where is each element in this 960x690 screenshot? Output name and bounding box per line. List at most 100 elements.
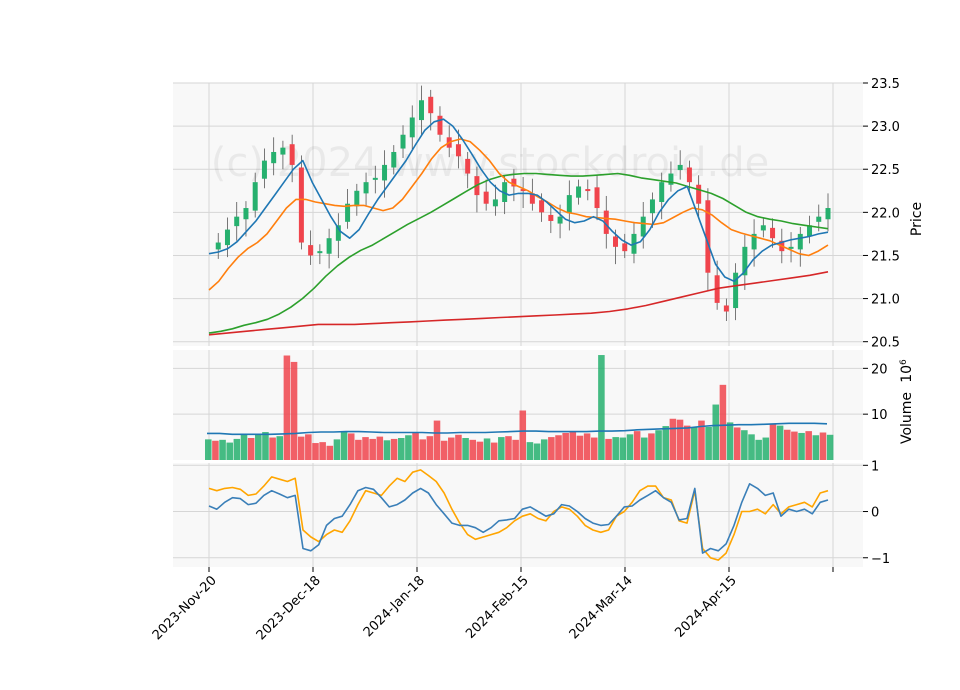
volume-bar	[655, 430, 662, 460]
candle-body	[298, 167, 304, 243]
volume-bar	[219, 439, 226, 460]
volume-bar	[569, 431, 577, 460]
volume-bar	[390, 438, 398, 460]
volume-bar	[319, 442, 326, 460]
volume-bar	[619, 437, 627, 460]
volume-bar	[476, 441, 484, 460]
volume-bar	[355, 439, 362, 460]
volume-bar	[805, 431, 812, 460]
candle-body	[622, 243, 628, 252]
volume-bar	[233, 438, 241, 460]
volume-bar	[819, 432, 827, 460]
candle-body	[705, 200, 711, 273]
price-tick-label: 23.5	[871, 77, 900, 92]
volume-bar	[812, 435, 820, 460]
volume-bar	[262, 432, 269, 460]
volume-bar	[662, 426, 670, 460]
volume-bar	[469, 439, 477, 460]
volume-bar	[440, 440, 448, 460]
volume-bar	[633, 431, 641, 460]
candle-body	[437, 115, 443, 135]
candle-body	[585, 189, 591, 192]
volume-bar	[226, 442, 233, 460]
volume-bar	[612, 437, 619, 460]
price-tick-label: 20.5	[871, 336, 900, 351]
oscillator-tick-label: 0	[871, 506, 879, 521]
price-tick-label: 22.5	[871, 163, 900, 178]
volume-bar	[397, 438, 405, 460]
candle-body	[742, 246, 748, 276]
price-tick-label: 21.0	[871, 293, 900, 308]
volume-bar	[691, 427, 698, 460]
volume-bar	[540, 439, 548, 460]
candle-body	[557, 216, 563, 224]
volume-bar	[683, 425, 691, 460]
candle-body	[502, 182, 508, 202]
candle-body	[234, 216, 240, 227]
volume-bar	[769, 423, 777, 460]
volume-bar	[483, 438, 491, 460]
volume-bar	[490, 442, 498, 460]
candle-body	[686, 167, 692, 183]
candle-body	[659, 182, 665, 202]
x-tick-label: 2023-Dec-18	[254, 573, 324, 643]
candle-body	[391, 151, 397, 168]
volume-bar	[433, 420, 441, 460]
volume-bar	[776, 425, 784, 460]
candle-body	[455, 144, 461, 157]
candle-body	[382, 164, 388, 181]
candle-body	[548, 214, 554, 221]
volume-bar	[748, 434, 755, 460]
volume-bar	[741, 430, 748, 460]
candle-body	[215, 242, 221, 250]
volume-bars	[205, 355, 834, 460]
volume-bar	[519, 410, 527, 460]
candle-body	[576, 186, 582, 198]
volume-bar	[726, 422, 734, 460]
candle-body	[280, 147, 286, 155]
volume-axis-label: Volume	[899, 392, 915, 444]
volume-bar	[455, 434, 462, 460]
volume-bar	[712, 404, 720, 460]
candle-body	[816, 216, 822, 222]
volume-bar	[605, 438, 612, 460]
price-tick-label: 22.0	[871, 206, 900, 221]
volume-bar	[333, 439, 341, 460]
volume-bar	[383, 440, 391, 460]
volume-bar	[798, 432, 805, 460]
candle-body	[354, 190, 360, 207]
candle-body	[566, 195, 572, 214]
candle-body	[335, 225, 341, 241]
candle-body	[640, 216, 646, 237]
volume-bar	[405, 435, 412, 460]
candle-body	[345, 203, 351, 222]
x-tick-label: 2024-Feb-15	[463, 573, 532, 642]
volume-bar	[512, 439, 519, 460]
candle-body	[723, 305, 729, 312]
volume-bar	[505, 436, 512, 460]
candle-body	[649, 199, 655, 214]
candle-body	[400, 134, 406, 149]
ma-short-line	[208, 118, 829, 283]
x-tick-label: 2024-Jan-18	[361, 573, 428, 640]
volume-bar	[762, 437, 770, 460]
volume-bar	[369, 438, 376, 460]
indicator-lines	[208, 118, 829, 336]
volume-bar	[376, 436, 384, 460]
candle-body	[696, 184, 702, 204]
candle-body	[613, 236, 619, 247]
volume-average-line	[207, 422, 828, 436]
candle-body	[668, 173, 674, 185]
ma-mid-line	[208, 138, 829, 291]
ma-long-line	[208, 172, 829, 334]
volume-bar	[826, 434, 834, 460]
volume-bar	[240, 434, 248, 460]
volume-bar	[598, 355, 605, 460]
volume-bar	[340, 431, 348, 460]
candle-body	[428, 96, 434, 114]
volume-bar	[648, 433, 655, 460]
candle-body	[308, 245, 314, 256]
volume-bar	[269, 437, 276, 460]
volume-tick-label: 20	[871, 362, 888, 377]
volume-bar	[448, 437, 455, 460]
